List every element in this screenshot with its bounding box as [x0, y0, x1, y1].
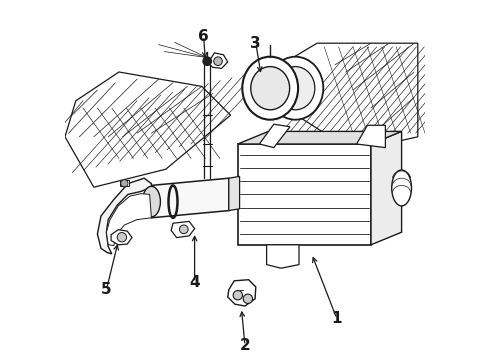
Text: 1: 1: [332, 311, 342, 326]
Polygon shape: [238, 144, 371, 245]
Text: 2: 2: [240, 338, 250, 353]
Ellipse shape: [242, 57, 298, 120]
Polygon shape: [171, 221, 195, 238]
Text: 6: 6: [198, 28, 209, 44]
Circle shape: [243, 294, 252, 303]
Circle shape: [203, 57, 212, 66]
Polygon shape: [106, 194, 151, 246]
Polygon shape: [65, 72, 231, 187]
Text: 3: 3: [250, 36, 261, 51]
Polygon shape: [228, 280, 256, 306]
Polygon shape: [274, 43, 418, 151]
Polygon shape: [111, 230, 132, 245]
Circle shape: [214, 57, 222, 66]
Ellipse shape: [143, 186, 160, 217]
Polygon shape: [267, 245, 299, 268]
Text: 4: 4: [189, 275, 200, 290]
Ellipse shape: [276, 67, 315, 110]
Polygon shape: [98, 178, 151, 254]
Circle shape: [233, 291, 243, 300]
Ellipse shape: [251, 67, 290, 110]
Circle shape: [121, 180, 128, 187]
Circle shape: [117, 233, 126, 242]
Ellipse shape: [268, 57, 323, 120]
Polygon shape: [259, 124, 290, 148]
Polygon shape: [357, 125, 386, 148]
Polygon shape: [229, 176, 240, 211]
Polygon shape: [371, 131, 402, 245]
Polygon shape: [151, 178, 229, 218]
Polygon shape: [238, 131, 402, 144]
Text: 5: 5: [101, 282, 112, 297]
Ellipse shape: [392, 170, 412, 206]
Polygon shape: [120, 180, 129, 186]
Circle shape: [179, 225, 188, 234]
Polygon shape: [209, 53, 228, 68]
